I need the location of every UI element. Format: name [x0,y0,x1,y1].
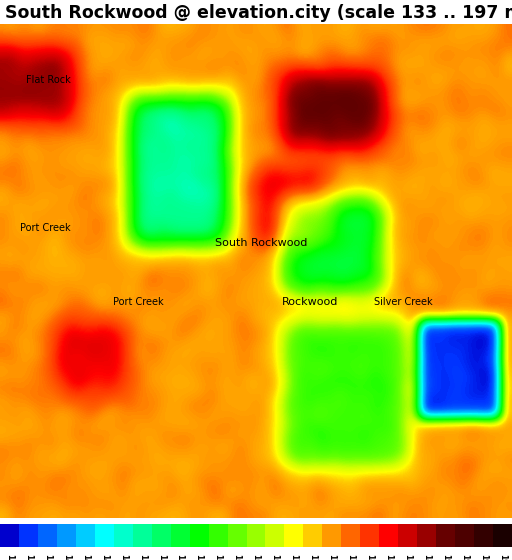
Bar [76,524,95,548]
Text: 177: 177 [346,554,355,560]
Text: 165: 165 [251,554,261,560]
Bar [227,524,246,548]
Bar [474,524,493,548]
Text: Rockwood: Rockwood [282,297,338,307]
Text: 158: 158 [195,554,204,560]
Text: South Rockwood: South Rockwood [215,238,307,248]
Bar [360,524,379,548]
Text: 145: 145 [100,554,109,560]
Text: 133: 133 [5,554,14,560]
Text: 180: 180 [365,554,374,560]
Text: Flat Rock: Flat Rock [26,75,70,85]
Bar [455,524,474,548]
Text: 167: 167 [270,554,280,560]
Bar [95,524,114,548]
Bar [379,524,398,548]
Text: 175: 175 [327,554,336,560]
Text: 187: 187 [422,554,431,560]
Text: 192: 192 [460,554,469,560]
Bar [189,524,208,548]
Text: 185: 185 [403,554,412,560]
Bar [398,524,417,548]
Bar [170,524,189,548]
Bar [266,524,285,548]
Bar [285,524,304,548]
Text: 182: 182 [384,554,393,560]
Text: 190: 190 [441,554,450,560]
Text: 150: 150 [138,554,147,560]
Text: 195: 195 [479,554,488,560]
Text: South Rockwood @ elevation.city (scale 133 .. 197 m)*: South Rockwood @ elevation.city (scale 1… [5,4,512,22]
Bar [208,524,227,548]
Bar [304,524,323,548]
Bar [0,524,19,548]
Text: 140: 140 [62,554,71,560]
Bar [436,524,455,548]
Text: Port Creek: Port Creek [113,297,163,307]
Text: 172: 172 [308,554,317,560]
Bar [417,524,436,548]
Text: 135: 135 [24,554,33,560]
Bar [114,524,133,548]
Bar [152,524,170,548]
Bar [323,524,342,548]
Text: 197: 197 [498,554,507,560]
Text: 170: 170 [289,554,298,560]
Bar [57,524,76,548]
Text: Silver Creek: Silver Creek [374,297,433,307]
Bar [19,524,38,548]
Bar [133,524,152,548]
Text: 160: 160 [214,554,223,560]
Bar [246,524,266,548]
Text: 163: 163 [232,554,242,560]
Text: 155: 155 [176,554,185,560]
Bar [342,524,360,548]
Text: 143: 143 [81,554,90,560]
Bar [493,524,512,548]
Text: Port Creek: Port Creek [20,223,71,233]
Text: 153: 153 [157,554,166,560]
Text: 148: 148 [119,554,128,560]
Text: 138: 138 [43,554,52,560]
Bar [38,524,57,548]
